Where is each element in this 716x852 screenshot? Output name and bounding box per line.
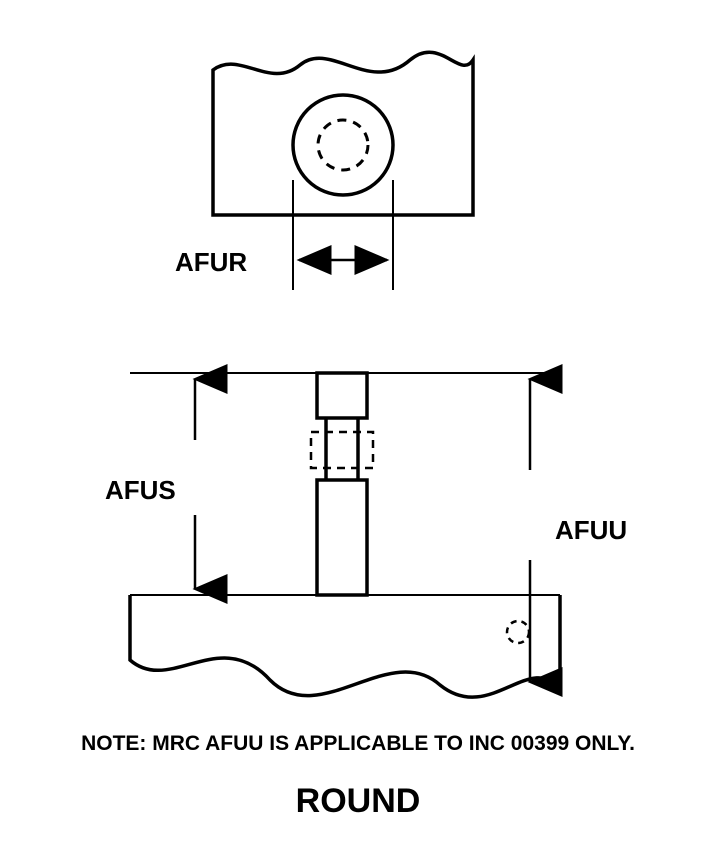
note-text: NOTE: MRC AFUU IS APPLICABLE TO INC 0039… bbox=[0, 732, 716, 756]
top-view-inner-circle-dash bbox=[318, 120, 368, 170]
top-view-body bbox=[213, 52, 473, 215]
side-body-outline bbox=[130, 595, 560, 697]
shaft-bottom-rect bbox=[317, 480, 367, 595]
diagram-container: AFUR AFUS AFUU NOTE: MRC AFUU IS APPLICA… bbox=[0, 0, 716, 852]
top-view-outer-circle bbox=[293, 95, 393, 195]
shaft-top-rect bbox=[317, 373, 367, 418]
afus-label: AFUS bbox=[105, 475, 176, 506]
title-text: ROUND bbox=[0, 782, 716, 821]
shaft-mid-dash-rect bbox=[311, 432, 373, 468]
side-body-hole-dash bbox=[507, 621, 529, 643]
afuu-label: AFUU bbox=[555, 515, 627, 546]
afur-label: AFUR bbox=[175, 247, 247, 278]
engineering-drawing-svg bbox=[0, 0, 716, 852]
